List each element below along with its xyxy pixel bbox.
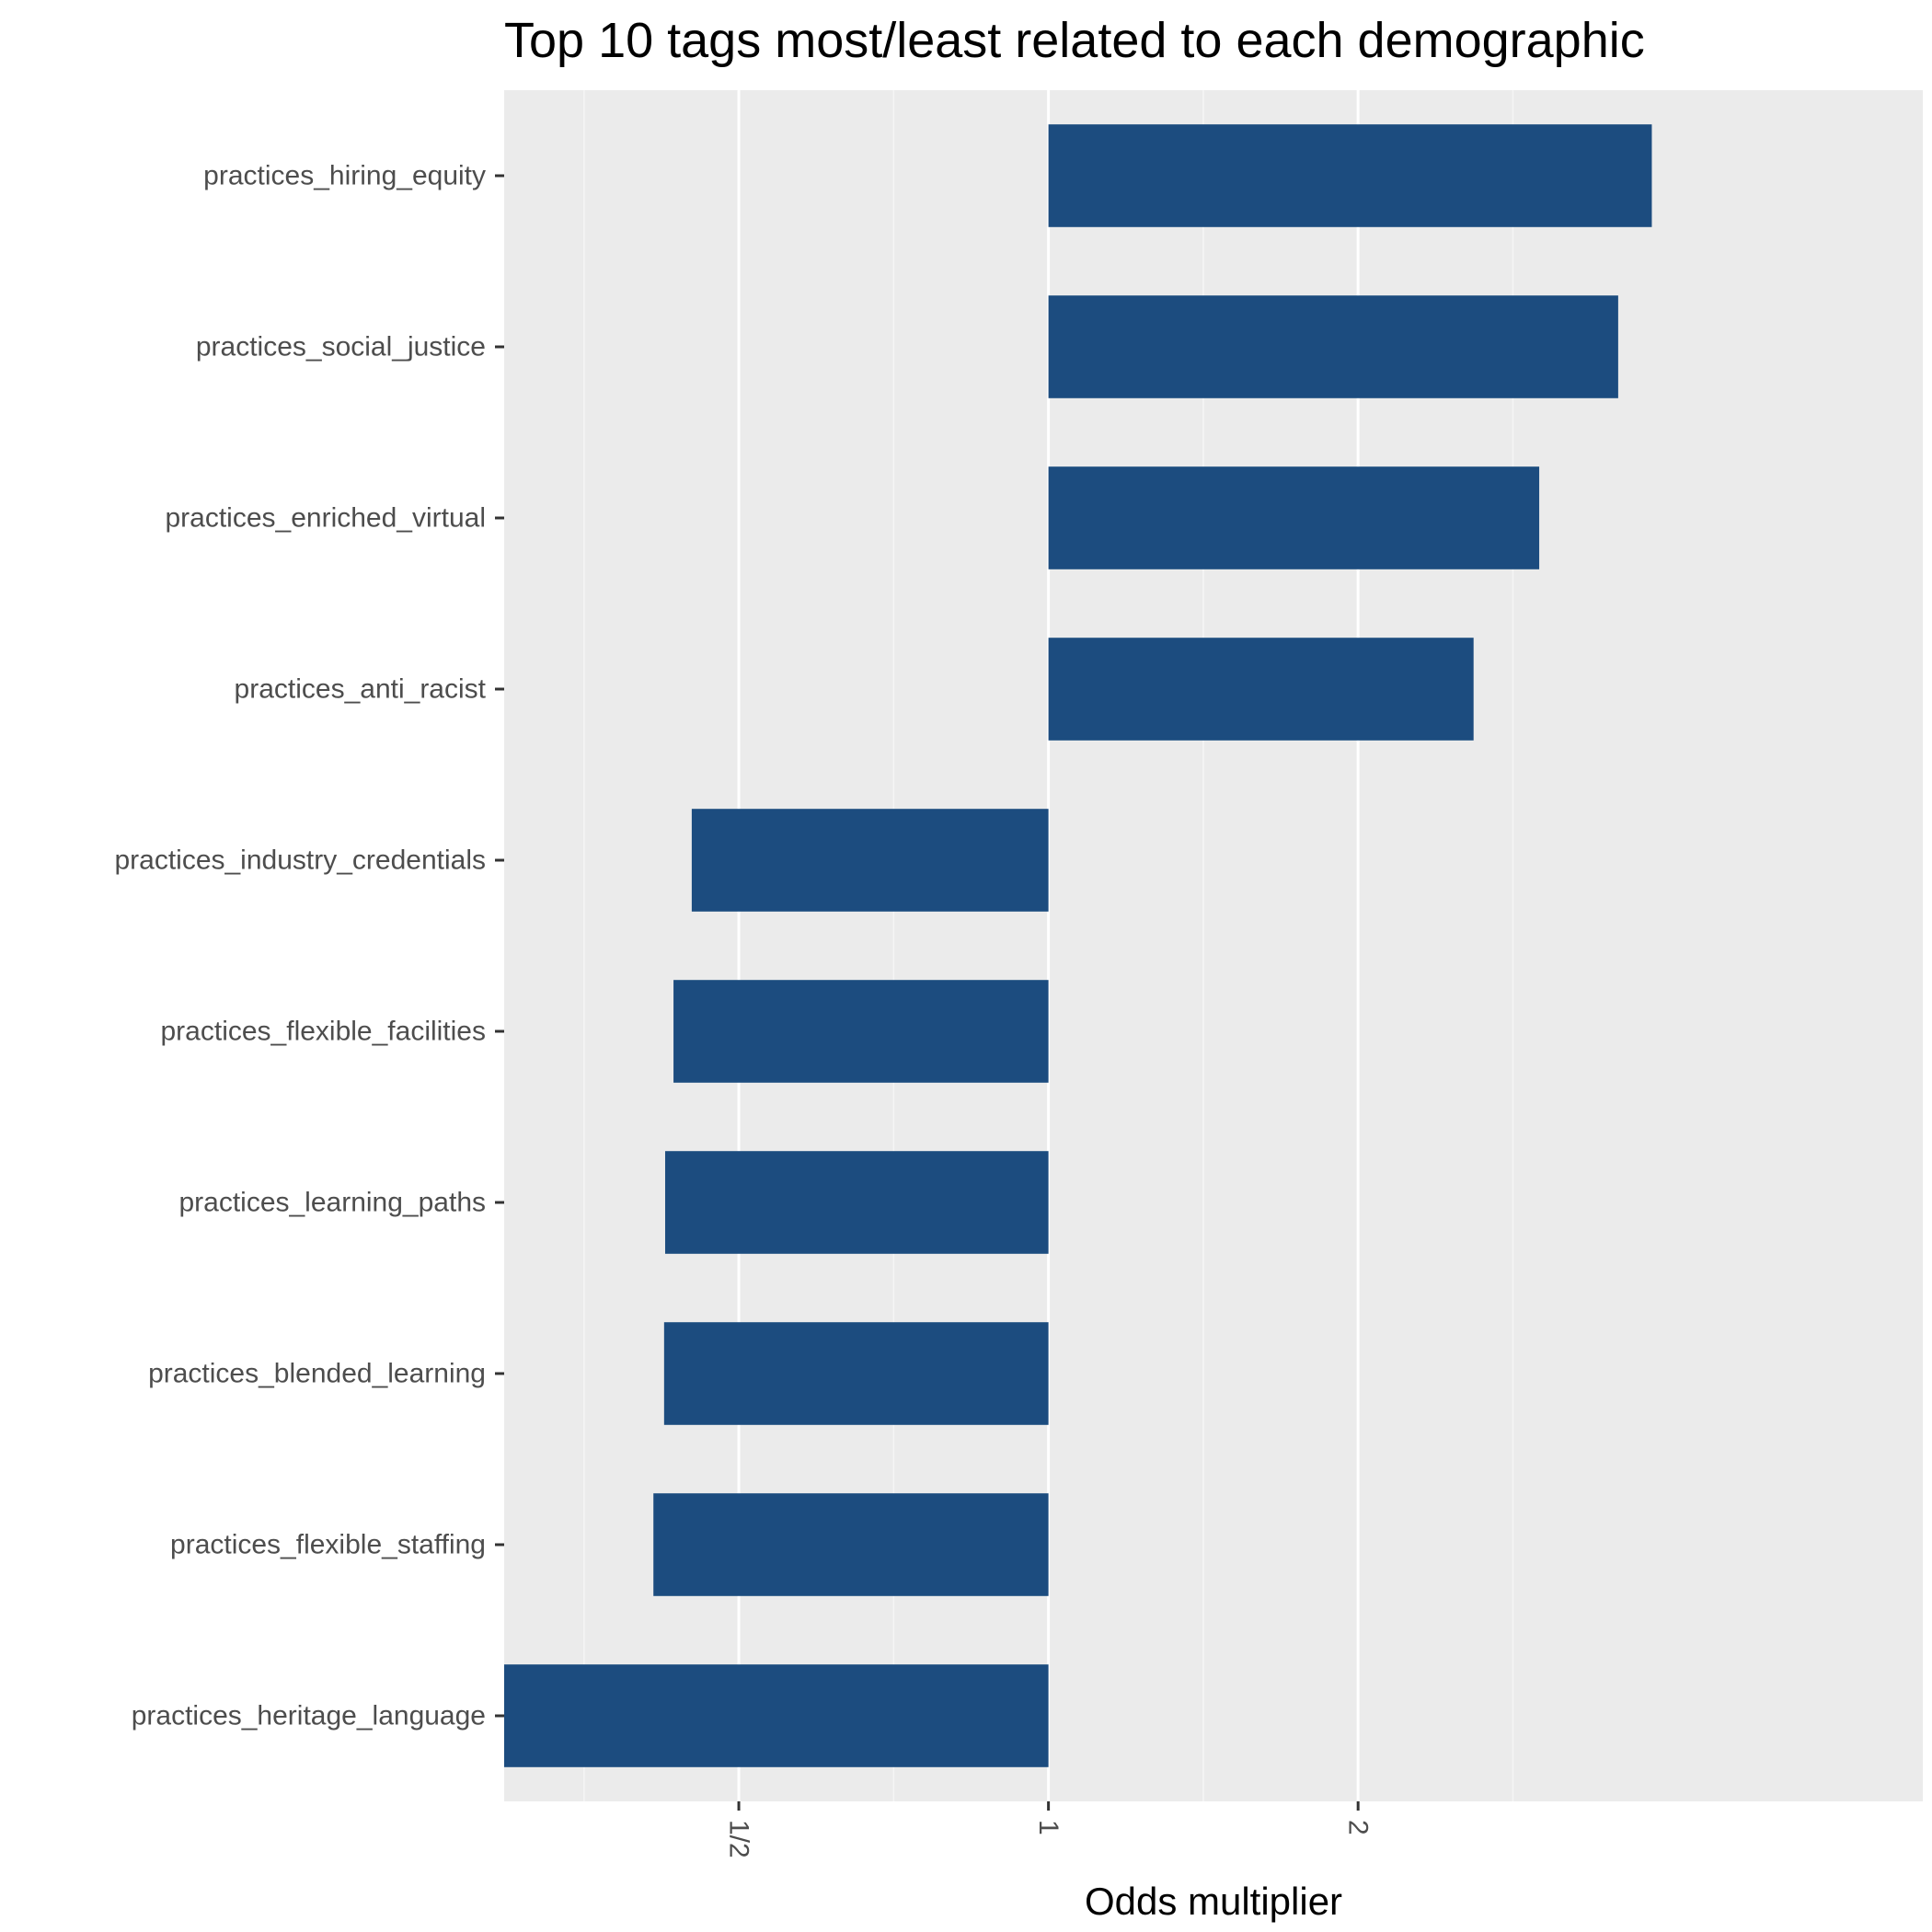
bar-practices-heritage-language [504,1664,1049,1767]
bar-practices-learning-paths [664,1151,1049,1254]
x-tick-label: 1/2 [724,1820,754,1858]
y-tick-label: practices_flexible_staffing [170,1530,486,1560]
y-tick-label: practices_learning_paths [178,1188,486,1218]
y-tick-label: practices_social_justice [196,332,486,362]
y-tick-label: practices_industry_credentials [114,845,486,876]
chart-title: Top 10 tags most/least related to each d… [504,13,1645,68]
x-tick-label: 1 [1033,1820,1064,1835]
bar-practices-anti-racist [1048,638,1474,741]
bar-practices-flexible-facilities [673,980,1049,1083]
x-axis: 1/2 1 2 [724,1801,1374,1858]
bar-practices-industry-credentials [691,809,1049,912]
x-tick-label: 2 [1343,1820,1374,1835]
x-axis-title: Odds multiplier [1085,1880,1342,1923]
bar-practices-blended-learning [663,1322,1049,1425]
y-tick-label: practices_heritage_language [132,1701,486,1731]
bar-practices-social-justice [1048,295,1618,398]
y-axis: practices_hiring_equity practices_social_… [114,161,504,1731]
y-tick-label: practices_flexible_facilities [161,1017,487,1047]
y-tick-label: practices_enriched_virtual [165,503,486,534]
bar-practices-enriched-virtual [1048,466,1540,569]
y-tick-label: practices_blended_learning [148,1359,486,1389]
y-tick-label: practices_hiring_equity [203,161,486,191]
bars [504,124,1652,1767]
bar-practices-flexible-staffing [653,1493,1049,1596]
bar-practices-hiring-equity [1048,124,1652,227]
y-tick-label: practices_anti_racist [235,674,487,705]
